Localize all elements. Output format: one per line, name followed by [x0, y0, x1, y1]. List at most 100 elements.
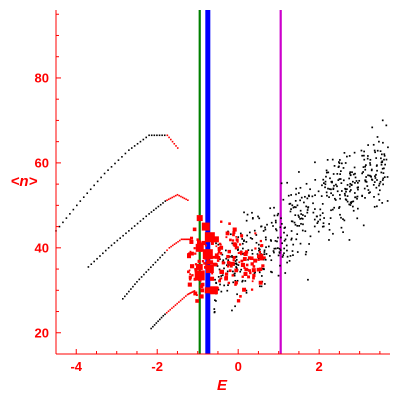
data-point [269, 239, 272, 241]
data-point [340, 216, 342, 219]
data-point [312, 202, 314, 205]
data-point-red [231, 239, 235, 242]
track-point [177, 240, 179, 243]
data-point [317, 190, 320, 193]
data-point [333, 165, 336, 167]
data-point [376, 179, 378, 181]
data-point [372, 143, 375, 146]
data-point [271, 271, 273, 274]
data-point-red [206, 258, 210, 262]
data-point [356, 186, 359, 189]
track-point [181, 196, 184, 199]
data-point [251, 211, 253, 214]
data-point [328, 228, 331, 231]
track-point [164, 313, 166, 316]
track-point [103, 172, 106, 175]
data-point [229, 233, 232, 236]
data-point [232, 270, 234, 273]
data-point [215, 281, 217, 284]
data-point [319, 218, 321, 221]
data-point-red [194, 263, 198, 266]
track-point [173, 243, 176, 245]
data-point-red [224, 272, 229, 276]
data-point [270, 221, 273, 224]
data-point-red [203, 262, 206, 265]
data-point [243, 240, 245, 242]
data-point-red [194, 268, 197, 271]
data-point [289, 202, 292, 205]
data-point-red [237, 246, 239, 249]
data-point-red [240, 259, 244, 263]
data-point [256, 253, 259, 255]
track-point [145, 136, 148, 139]
data-point [383, 158, 385, 161]
data-point [280, 223, 283, 225]
data-point [322, 222, 325, 225]
data-point-red [211, 272, 214, 275]
data-point-red [237, 251, 240, 255]
data-point [366, 185, 369, 187]
data-point [300, 222, 302, 225]
track-point [152, 325, 154, 328]
data-point [221, 253, 224, 256]
data-point-red [247, 256, 252, 260]
data-point-red [240, 262, 245, 268]
track-point [190, 291, 192, 294]
data-point [295, 238, 298, 241]
data-point [312, 211, 315, 214]
data-point [292, 254, 294, 257]
data-point-red [192, 227, 197, 232]
data-point [217, 275, 220, 278]
data-point [280, 236, 282, 239]
data-point [342, 218, 344, 221]
track-point [173, 195, 175, 198]
data-point [226, 264, 228, 267]
data-point [276, 240, 278, 243]
data-point [260, 225, 263, 228]
data-point-red [188, 269, 191, 272]
track-point [136, 142, 139, 145]
track-point [180, 195, 182, 198]
track-point [162, 202, 164, 204]
data-point [264, 228, 267, 231]
track-point [161, 254, 164, 256]
data-point [222, 259, 225, 262]
data-point-red [236, 240, 239, 243]
data-point [382, 177, 385, 180]
data-point-red [245, 263, 249, 267]
data-point [374, 151, 376, 154]
data-point [278, 247, 281, 250]
data-point-red [221, 261, 225, 265]
track-point [139, 140, 142, 143]
data-point-red [225, 236, 228, 239]
data-point [272, 225, 274, 227]
data-point-red [204, 265, 207, 269]
data-point-red [258, 280, 263, 285]
data-point-red [238, 243, 242, 246]
data-point [241, 238, 244, 240]
track-point [93, 184, 95, 187]
data-point [299, 242, 302, 245]
data-point [277, 247, 279, 249]
data-point [352, 200, 355, 203]
track-point [164, 200, 167, 202]
data-point [339, 178, 342, 180]
data-point [291, 250, 294, 252]
data-point [233, 272, 236, 275]
data-point [263, 251, 266, 253]
data-point [258, 247, 260, 250]
data-point-red [189, 273, 192, 276]
data-point-red [243, 272, 248, 276]
track-point [128, 230, 130, 232]
data-point [373, 181, 376, 183]
big-marker [196, 263, 203, 270]
track-point [159, 256, 161, 259]
data-point [235, 258, 238, 261]
track-point [159, 318, 161, 321]
data-point [365, 176, 367, 178]
data-point [380, 171, 383, 174]
data-point-red [244, 267, 248, 272]
data-point [234, 305, 236, 308]
data-point [243, 211, 245, 214]
data-point [381, 202, 384, 204]
